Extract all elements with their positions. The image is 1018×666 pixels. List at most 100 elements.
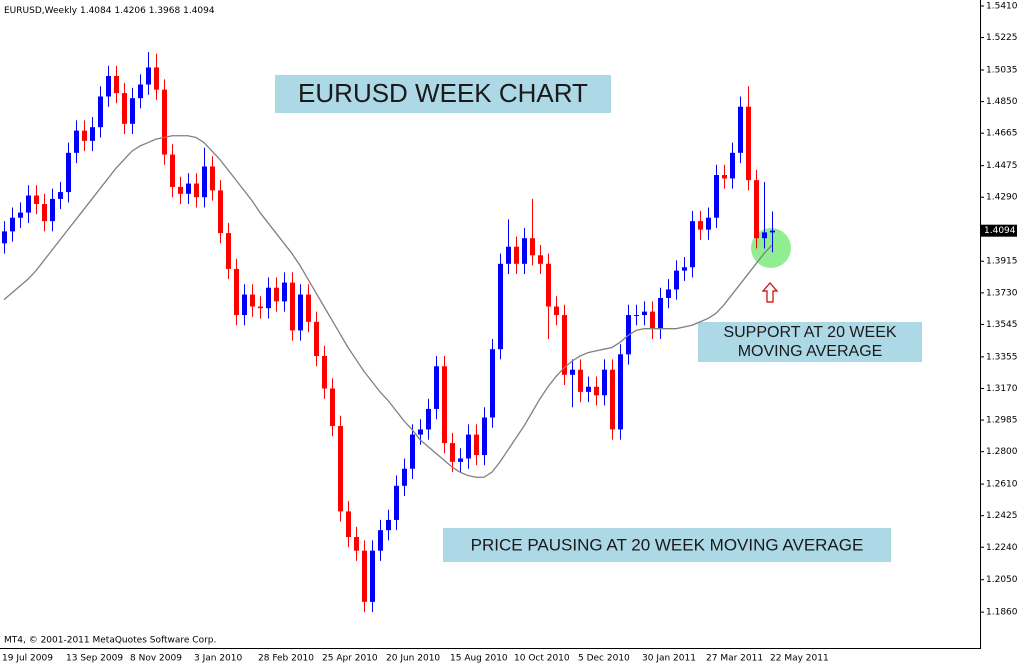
candle-body <box>306 294 311 322</box>
candle-body <box>346 511 351 538</box>
annotation-box <box>443 528 891 562</box>
y-tick-label: 1.4665 <box>986 129 1018 139</box>
candle-body <box>578 369 583 392</box>
candle-body <box>82 130 87 141</box>
candle-body <box>522 238 527 264</box>
candle-body <box>562 315 567 375</box>
candle-body <box>450 443 455 462</box>
candle-body <box>506 246 511 264</box>
candle-body <box>234 268 239 316</box>
y-tick-label: 1.4850 <box>986 97 1018 107</box>
candle-body <box>394 485 399 520</box>
y-tick-label: 1.2425 <box>986 511 1018 521</box>
candle-body <box>554 306 559 316</box>
candle-body <box>138 84 143 99</box>
candle-body <box>210 166 215 191</box>
candle-body <box>42 204 47 222</box>
candle-body <box>250 294 255 307</box>
x-tick-label: 22 May 2011 <box>770 654 829 664</box>
candle-body <box>730 152 735 179</box>
x-tick-label: 15 Aug 2010 <box>450 654 508 664</box>
candle-body <box>10 217 15 232</box>
candle-body <box>754 180 759 239</box>
candle-body <box>202 166 207 198</box>
candle-body <box>746 106 751 181</box>
candle-body <box>426 408 431 430</box>
candle-body <box>242 294 247 316</box>
y-tick-label: 1.2800 <box>986 447 1018 457</box>
candle-body <box>26 195 31 213</box>
candle-body <box>466 434 471 459</box>
candle-body <box>58 192 63 199</box>
chart-header: EURUSD,Weekly 1.4084 1.4206 1.3968 1.409… <box>4 6 215 16</box>
candle-body <box>2 231 7 244</box>
candle-body <box>378 530 383 551</box>
candle-body <box>618 354 623 430</box>
candle-body <box>594 386 599 396</box>
y-tick-label: 1.2240 <box>986 543 1018 553</box>
candle-body <box>738 106 743 153</box>
candle-body <box>106 75 111 97</box>
y-tick-label: 1.5225 <box>986 33 1018 43</box>
candle-body <box>354 537 359 551</box>
candle-body <box>682 267 687 271</box>
candle-body <box>538 255 543 264</box>
candle-body <box>178 186 183 194</box>
x-tick-label: 10 Oct 2010 <box>514 654 570 664</box>
candle-body <box>762 232 767 239</box>
x-tick-label: 27 Mar 2011 <box>706 654 763 664</box>
annotation-text: MOVING AVERAGE <box>738 343 883 360</box>
candle-body <box>330 388 335 427</box>
candle-body <box>170 154 175 187</box>
y-tick-label: 1.3915 <box>986 257 1018 267</box>
annotation-text: PRICE PAUSING AT 20 WEEK MOVING AVERAGE <box>471 535 864 554</box>
candle-body <box>154 67 159 90</box>
x-tick-label: 25 Apr 2010 <box>322 654 378 664</box>
candle-body <box>322 356 327 389</box>
candle-body <box>218 190 223 234</box>
candle-body <box>610 369 615 430</box>
y-tick-label: 1.5410 <box>986 1 1018 11</box>
candle-body <box>602 369 607 396</box>
y-tick-label: 1.2985 <box>986 416 1018 426</box>
x-tick-label: 20 Jun 2010 <box>386 654 440 664</box>
x-tick-label: 8 Nov 2009 <box>130 654 182 664</box>
candle-body <box>362 550 367 602</box>
candle-body <box>282 282 287 302</box>
candle-body <box>122 93 127 124</box>
candle-body <box>386 519 391 531</box>
candle-body <box>442 366 447 444</box>
moving-average <box>3 135 773 478</box>
candle-body <box>770 230 775 233</box>
candle-body <box>490 349 495 418</box>
candle-body <box>314 321 319 357</box>
y-tick-label: 1.3355 <box>986 352 1018 362</box>
candle-body <box>226 233 231 269</box>
candle-body <box>98 96 103 128</box>
candle-body <box>194 183 199 198</box>
plot-area <box>2 52 775 613</box>
candle-body <box>410 434 415 469</box>
candle-body <box>498 263 503 350</box>
candle-body <box>482 417 487 456</box>
candle-body <box>546 263 551 307</box>
annotation-text: SUPPORT AT 20 WEEK <box>723 324 896 341</box>
candle-body <box>114 75 119 94</box>
candle-body <box>706 217 711 230</box>
candle-body <box>434 366 439 409</box>
y-tick-label: 1.3170 <box>986 384 1018 394</box>
x-tick-label: 19 Jul 2009 <box>2 654 53 664</box>
candle-body <box>266 287 271 309</box>
candle-body <box>74 130 79 153</box>
candle-body <box>698 221 703 230</box>
candle-body <box>474 434 479 456</box>
last-high: 1.4206 <box>114 6 146 16</box>
x-tick-label: 5 Dec 2010 <box>578 654 630 664</box>
candle-body <box>338 426 343 512</box>
annotation-box <box>698 322 922 362</box>
y-tick-label: 1.1860 <box>986 608 1018 618</box>
x-tick-label: 13 Sep 2009 <box>66 654 123 664</box>
candle-body <box>186 183 191 194</box>
y-tick-label: 1.4475 <box>986 161 1018 171</box>
